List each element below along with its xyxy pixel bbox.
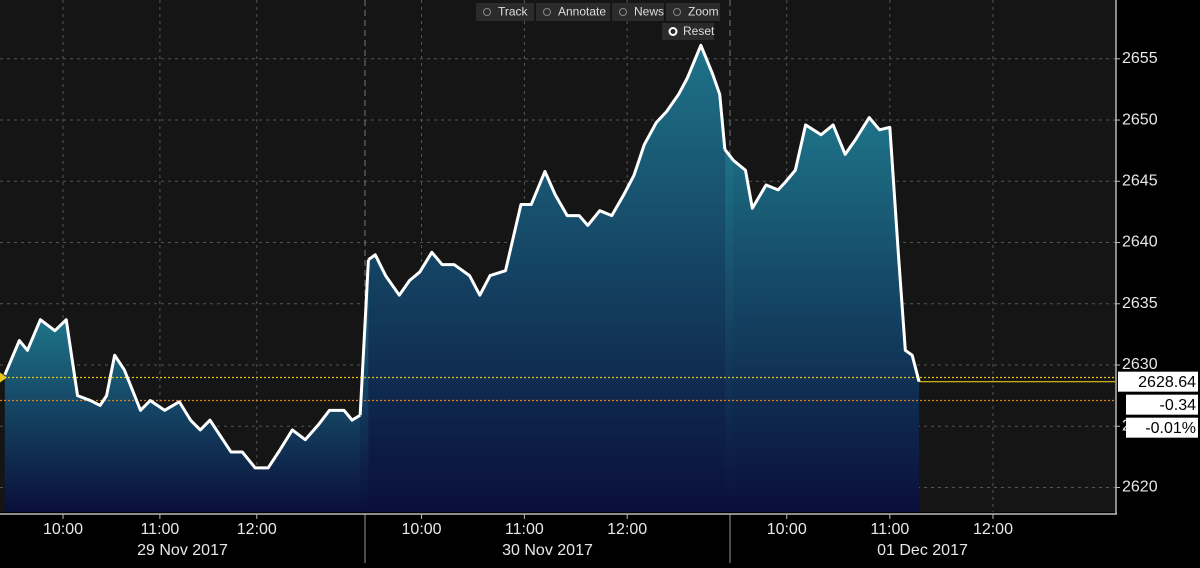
previous-close-marker (0, 372, 7, 383)
grid (0, 0, 1115, 512)
toolbar-button[interactable] (612, 3, 664, 21)
toolbar-button[interactable] (666, 3, 720, 21)
reset-icon (668, 27, 678, 36)
toolbar-button-label[interactable]: Track (498, 5, 529, 19)
area (368, 45, 725, 512)
price-line (367, 43, 727, 297)
x-tick-label: 12:00 (607, 521, 647, 538)
x-axis-panel (0, 512, 1115, 563)
y-tick-label: 2630 (1122, 356, 1158, 373)
x-tick-label: 12:00 (973, 521, 1013, 538)
day-connector-area (724, 149, 734, 512)
marks (0, 43, 1115, 513)
toolbar-button-label[interactable]: Annotate (558, 5, 606, 19)
x-tick-label: 11:00 (140, 521, 179, 538)
toolbar-icon (483, 8, 491, 16)
change-box (1126, 394, 1198, 415)
reset-button[interactable] (662, 23, 714, 40)
y-tick-label: 2635 (1122, 295, 1158, 312)
x-tick-label: 11:00 (870, 521, 909, 538)
change-pct-box (1126, 417, 1198, 438)
toolbar-button[interactable] (536, 3, 610, 21)
y-axis-panel (1115, 0, 1200, 563)
y-tick-label: 2645 (1122, 173, 1158, 190)
y-tick-label: 2640 (1122, 234, 1158, 251)
date-label: 01 Dec 2017 (877, 542, 968, 559)
toolbar-icon (673, 8, 681, 16)
x-tick-label: 11:00 (505, 521, 544, 538)
last-price-label: 2628.64 (1138, 374, 1196, 391)
x-tick-label: 10:00 (43, 521, 83, 538)
x-tick-label: 10:00 (402, 521, 442, 538)
date-label: 30 Nov 2017 (502, 542, 593, 559)
last-price-box (1118, 371, 1198, 392)
y-tick-label: 2655 (1122, 50, 1158, 67)
y-tick-label: 2620 (1122, 479, 1158, 496)
toolbar-button[interactable] (476, 3, 534, 21)
change-pct-label: -0.01% (1145, 420, 1196, 437)
x-tick-label: 12:00 (237, 521, 277, 538)
toolbar-button-label[interactable]: News (634, 5, 664, 19)
date-label: 29 Nov 2017 (137, 542, 228, 559)
toolbar-button-label[interactable]: Zoom (688, 5, 719, 19)
y-tick-label: 2650 (1122, 111, 1158, 128)
x-tick-label: 10:00 (767, 521, 807, 538)
toolbar: Track Annotate News Zoom Reset (476, 3, 720, 40)
price-line (3, 318, 361, 470)
axes: 2620262526302635264026452650265510:0011:… (43, 50, 1198, 563)
toolbar-icon (619, 8, 627, 16)
price-line (732, 116, 921, 383)
change-label: -0.34 (1160, 397, 1197, 414)
toolbar-icon (543, 8, 551, 16)
day-connector (358, 259, 370, 416)
reset-label[interactable]: Reset (683, 24, 715, 38)
area (733, 117, 920, 513)
day-connector (723, 148, 735, 162)
